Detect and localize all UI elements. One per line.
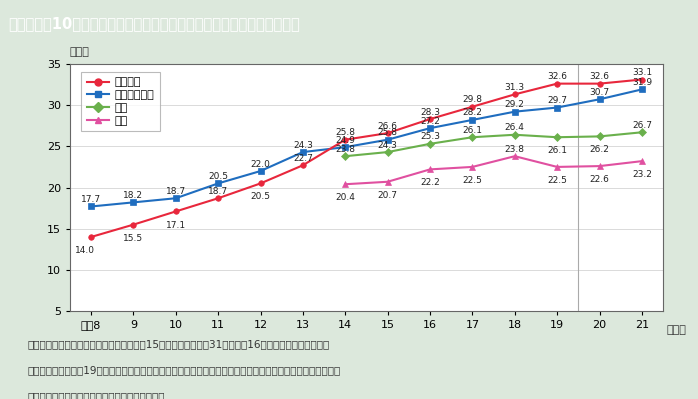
Text: 26.6: 26.6 (378, 122, 398, 130)
Text: 31.9: 31.9 (632, 78, 652, 87)
Text: 33.1: 33.1 (632, 68, 652, 77)
Text: 15.5: 15.5 (124, 234, 143, 243)
Text: 22.2: 22.2 (420, 178, 440, 188)
Text: 14.0: 14.0 (75, 246, 95, 255)
Text: 22.7: 22.7 (293, 154, 313, 163)
Text: 24.3: 24.3 (378, 140, 398, 150)
Text: 32.6: 32.6 (547, 72, 567, 81)
Legend: 都道府県, 政令指定都市, 市区, 町村: 都道府県, 政令指定都市, 市区, 町村 (81, 72, 160, 131)
Text: 25.8: 25.8 (378, 128, 398, 137)
Text: 24.9: 24.9 (335, 136, 355, 145)
Text: 26.4: 26.4 (505, 123, 525, 132)
Text: 20.7: 20.7 (378, 191, 398, 200)
Text: ３．市区には，政令指定都市を含む。: ３．市区には，政令指定都市を含む。 (28, 391, 165, 399)
Text: 22.0: 22.0 (251, 160, 270, 168)
Text: 第１－１－10図　地方公共団体の審議会等における女性委員割合の推移: 第１－１－10図 地方公共団体の審議会等における女性委員割合の推移 (8, 16, 300, 32)
Text: 20.5: 20.5 (208, 172, 228, 181)
Text: 29.7: 29.7 (547, 96, 567, 105)
Text: 23.2: 23.2 (632, 170, 652, 179)
Text: 25.8: 25.8 (335, 128, 355, 137)
Text: 23.8: 23.8 (335, 145, 355, 154)
Text: 18.7: 18.7 (208, 187, 228, 196)
Text: （備考）　１．内閣府資料より作成。平成15年までは各年３月31日現在。16年以降は４月１日現在。: （備考） １．内閣府資料より作成。平成15年までは各年３月31日現在。16年以降… (28, 339, 330, 349)
Text: 17.1: 17.1 (165, 221, 186, 229)
Text: 29.8: 29.8 (462, 95, 482, 104)
Text: 22.6: 22.6 (590, 175, 609, 184)
Text: （年）: （年） (667, 325, 686, 335)
Text: 20.4: 20.4 (335, 193, 355, 202)
Text: 24.3: 24.3 (293, 140, 313, 150)
Text: 22.5: 22.5 (547, 176, 567, 185)
Text: 18.2: 18.2 (124, 191, 143, 200)
Text: 26.1: 26.1 (547, 146, 567, 155)
Text: 31.3: 31.3 (505, 83, 525, 92)
Text: 28.3: 28.3 (420, 108, 440, 117)
Text: 25.3: 25.3 (420, 132, 440, 141)
Text: 23.8: 23.8 (505, 145, 525, 154)
Text: 32.6: 32.6 (590, 72, 609, 81)
Text: 20.5: 20.5 (251, 192, 271, 201)
Text: 26.7: 26.7 (632, 121, 652, 130)
Text: 22.5: 22.5 (463, 176, 482, 185)
Text: ２．平成19年以前の各都道府県及び各政令指定都市のデータは，それぞれの女性比率を単純平均。: ２．平成19年以前の各都道府県及び各政令指定都市のデータは，それぞれの女性比率を… (28, 365, 341, 375)
Text: 30.7: 30.7 (590, 88, 609, 97)
Text: 28.2: 28.2 (463, 109, 482, 117)
Text: 17.7: 17.7 (81, 195, 101, 204)
Text: （％）: （％） (70, 47, 89, 57)
Text: 29.2: 29.2 (505, 100, 525, 109)
Text: 26.2: 26.2 (590, 146, 609, 154)
Text: 26.1: 26.1 (462, 126, 482, 135)
Text: 18.7: 18.7 (165, 187, 186, 196)
Text: 27.2: 27.2 (420, 117, 440, 126)
